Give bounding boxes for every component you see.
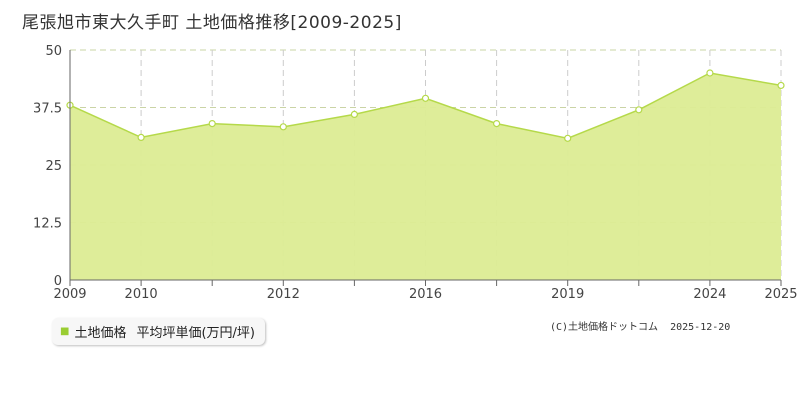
- x-tick-label: 2024: [693, 287, 726, 302]
- credit-source: (C)土地価格ドットコム: [550, 322, 659, 333]
- data-point: [279, 123, 287, 131]
- source-credit: (C)土地価格ドットコム 2025-12-20: [550, 318, 730, 333]
- y-tick-label: 0: [54, 274, 62, 289]
- chart-title: 尾張旭市東大久手町 土地価格推移[2009-2025]: [22, 13, 402, 33]
- data-point: [493, 119, 501, 128]
- credit-date: 2025-12-20: [670, 322, 731, 333]
- x-tick-label: 2016: [409, 287, 442, 302]
- y-tick-label: 37.5: [33, 102, 62, 117]
- data-point: [421, 94, 430, 102]
- x-tick-label: 2012: [267, 287, 300, 302]
- data-point: [564, 134, 572, 142]
- y-tick-label: 50: [45, 44, 62, 59]
- x-tick-label: 2025: [764, 287, 797, 302]
- legend-series-name: 土地価格: [74, 326, 127, 341]
- data-point: [137, 133, 145, 141]
- data-point: [350, 110, 358, 119]
- data-point: [208, 119, 216, 128]
- y-tick-label: 25: [45, 159, 62, 174]
- legend-marker-icon: ■: [60, 326, 70, 337]
- x-axis-tick-labels: 2009 2010 2012 2016 2019 2024 2025: [53, 287, 797, 302]
- data-point: [635, 106, 643, 114]
- legend: ■ 土地価格 平均坪単価(万円/坪): [52, 318, 265, 345]
- price-area-fill: [70, 73, 781, 280]
- data-point: [706, 69, 714, 77]
- data-point: [777, 81, 785, 90]
- x-tick-label: 2019: [551, 287, 584, 302]
- x-axis-ticks: [69, 280, 782, 286]
- y-axis-tick-labels: 0 12.5 25 37.5 50: [33, 44, 62, 289]
- x-tick-label: 2009: [53, 287, 86, 302]
- x-tick-label: 2010: [125, 287, 158, 302]
- y-tick-label: 12.5: [33, 217, 62, 232]
- legend-unit-label: 平均坪単価(万円/坪): [136, 326, 255, 341]
